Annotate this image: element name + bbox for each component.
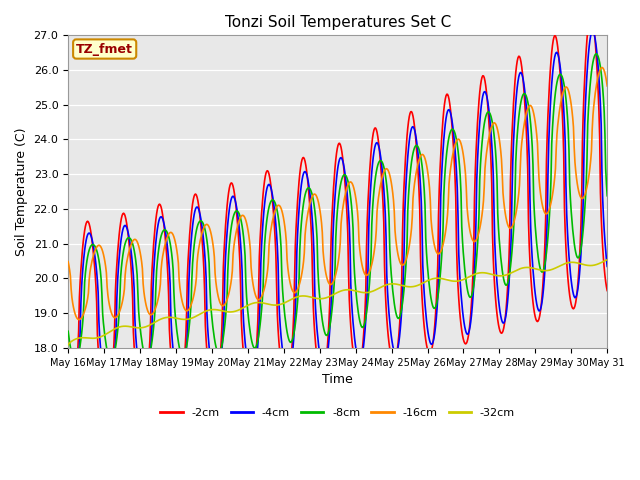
Text: TZ_fmet: TZ_fmet [76,43,133,56]
Y-axis label: Soil Temperature (C): Soil Temperature (C) [15,127,28,256]
X-axis label: Time: Time [323,373,353,386]
Title: Tonzi Soil Temperatures Set C: Tonzi Soil Temperatures Set C [225,15,451,30]
Legend: -2cm, -4cm, -8cm, -16cm, -32cm: -2cm, -4cm, -8cm, -16cm, -32cm [156,403,520,422]
